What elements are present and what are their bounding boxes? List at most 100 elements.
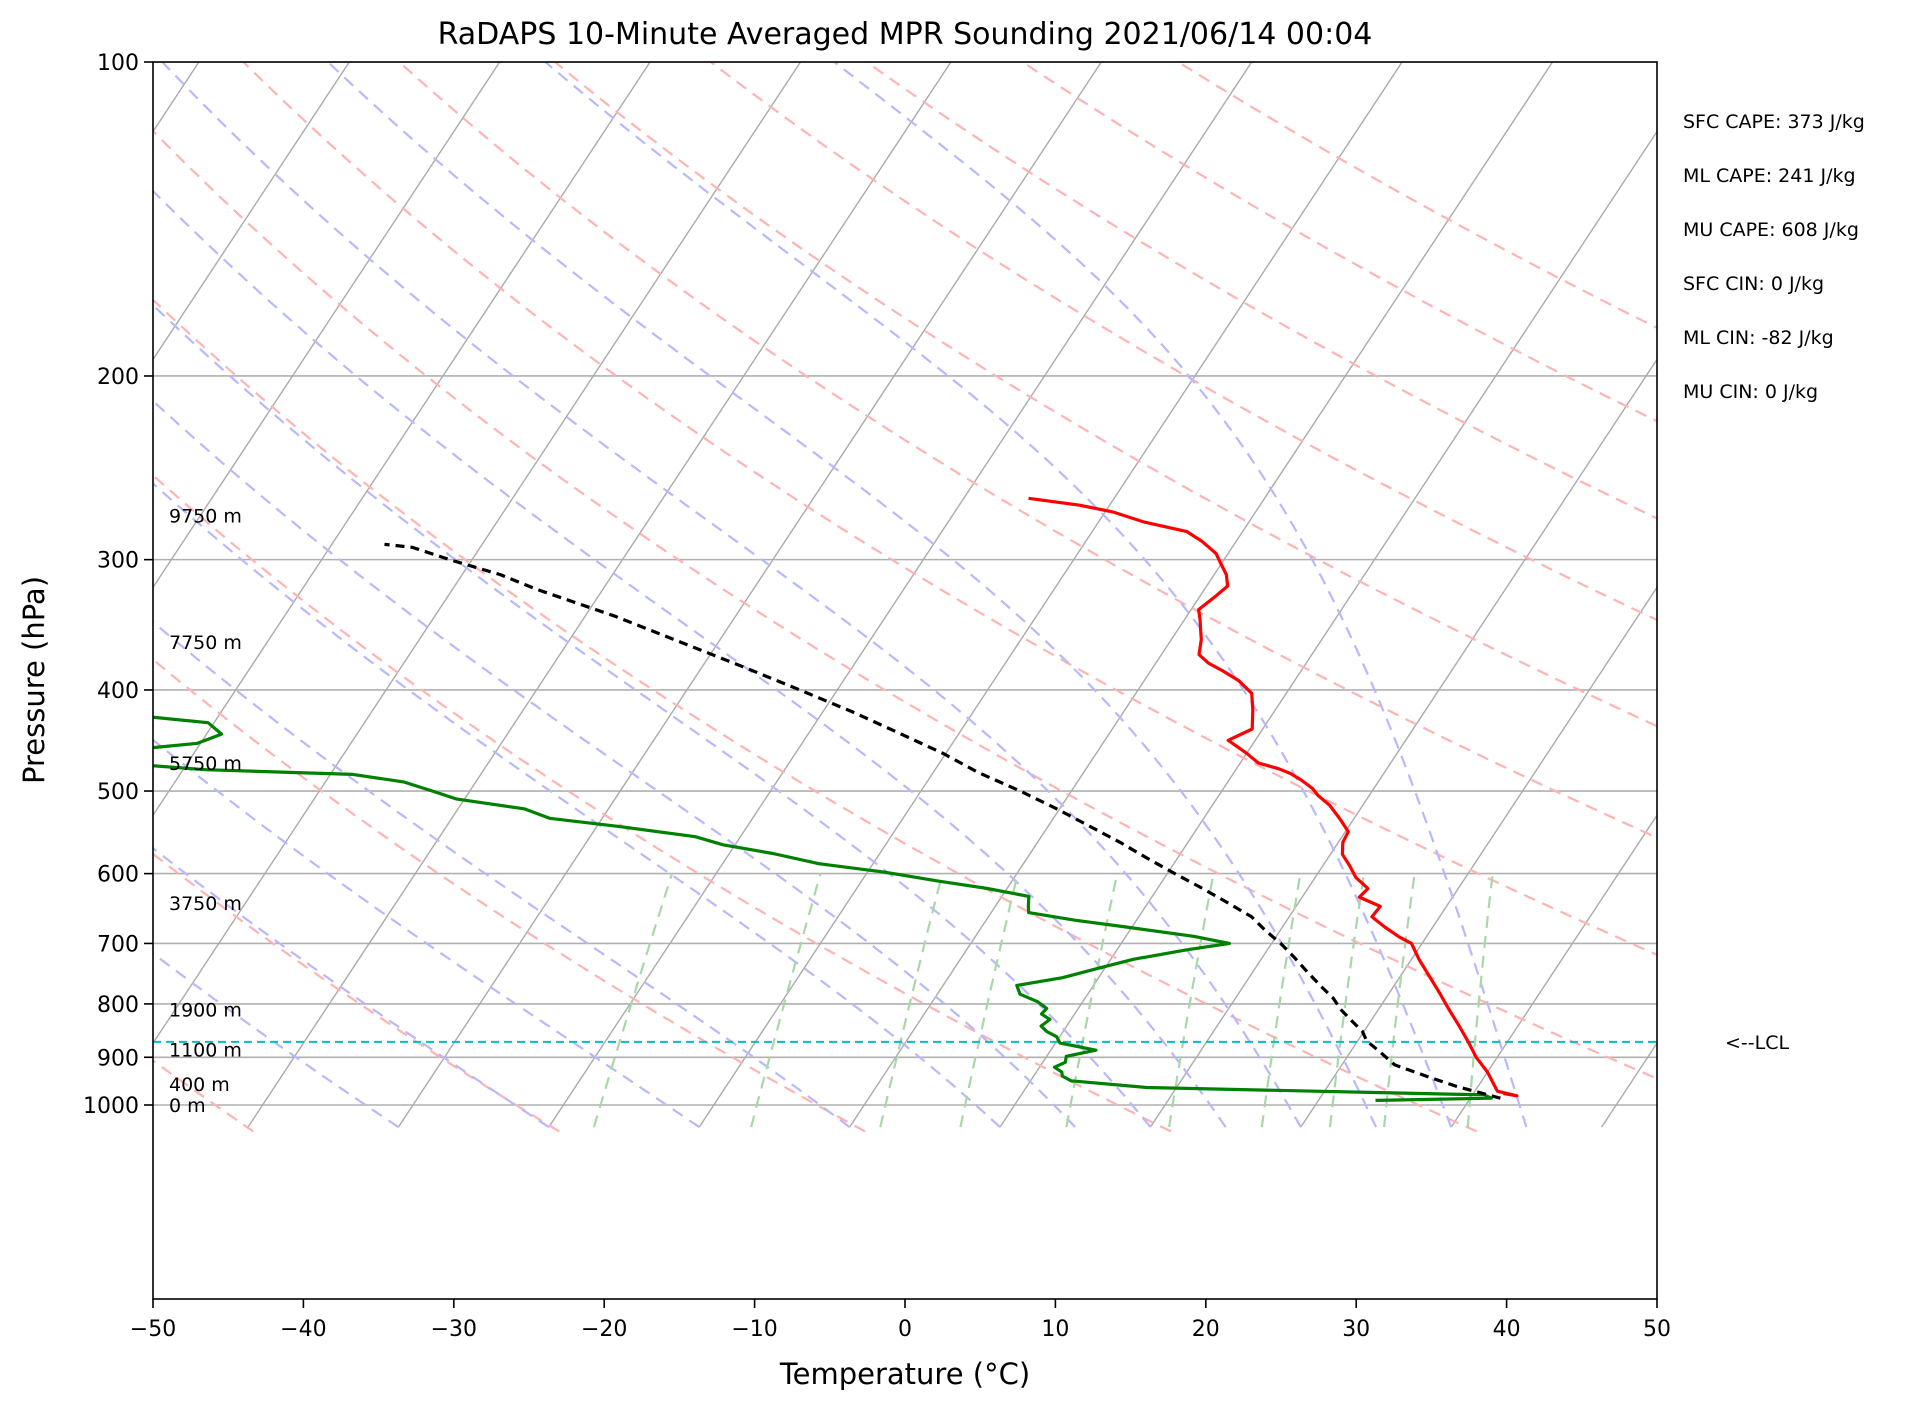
- dry-adiabat-line: [153, 474, 1172, 1133]
- stat-label: MU CIN: 0 J/kg: [1683, 381, 1818, 403]
- x-tick-label: −50: [130, 1317, 176, 1342]
- y-tick-label: 200: [97, 365, 139, 390]
- y-tick-label: 1000: [83, 1094, 139, 1119]
- stat-label: ML CAPE: 241 J/kg: [1683, 165, 1856, 187]
- isotherm-line: [153, 62, 501, 589]
- dewpoint-profile: [153, 715, 1493, 1102]
- chart-title: RaDAPS 10-Minute Averaged MPR Sounding 2…: [438, 17, 1373, 52]
- moist-adiabat-line: [153, 482, 1001, 1128]
- moist-adiabat-line: [153, 952, 400, 1129]
- y-tick-label: 700: [97, 932, 139, 957]
- dry-adiabat-line: [153, 852, 560, 1133]
- x-tick-label: −10: [731, 1317, 777, 1342]
- mixing-ratio-lines: [592, 873, 1494, 1128]
- y-axis-title: Pressure (hPa): [17, 576, 51, 784]
- plot-area: [153, 62, 1911, 1133]
- dry-adiabat-line: [153, 129, 1657, 1080]
- mixing-ratio-line: [1065, 873, 1119, 1128]
- temperature-profile: [1028, 496, 1519, 1098]
- dry-adiabat-line: [397, 62, 1657, 839]
- x-tick-label: 50: [1643, 1317, 1671, 1342]
- mixing-ratio-line: [1328, 873, 1366, 1128]
- mixing-ratio-line: [1260, 873, 1302, 1128]
- y-tick-label: 400: [97, 679, 139, 704]
- isotherm-line: [1902, 62, 1911, 1127]
- height-label: 1100 m: [169, 1040, 242, 1062]
- mixing-ratio-line: [1383, 873, 1416, 1128]
- stat-label: ML CIN: -82 J/kg: [1683, 327, 1834, 349]
- y-tick-label: 500: [97, 780, 139, 805]
- height-label: 7750 m: [169, 632, 242, 654]
- moist-adiabat-line: [153, 399, 1077, 1128]
- stat-label: SFC CIN: 0 J/kg: [1683, 273, 1824, 295]
- moist-adiabat-lines: [153, 62, 1528, 1129]
- y-axis-ticks: 1000 900 800 700 600 500 400 300 200 100: [83, 51, 153, 1119]
- y-tick-label: 300: [97, 549, 139, 574]
- dry-adiabat-line: [153, 298, 1478, 1133]
- height-label: 0 m: [169, 1095, 206, 1117]
- moist-adiabat-line: [153, 738, 700, 1129]
- mixing-ratio-line: [1466, 873, 1494, 1128]
- dry-adiabat-line: [1020, 62, 1657, 423]
- mixing-ratio-line: [750, 873, 822, 1128]
- mixing-ratio-line: [879, 873, 944, 1128]
- moist-adiabat-line: [153, 846, 550, 1129]
- dry-adiabat-line: [241, 62, 1657, 957]
- dry-adiabat-line: [709, 62, 1657, 622]
- moist-adiabat-line: [153, 620, 851, 1128]
- parcel-profile: [384, 542, 1501, 1100]
- isotherm-line: [247, 62, 952, 1128]
- x-axis-ticks: −50 −40 −30 −20 −10 0 10 20 30 40 50: [130, 1299, 1671, 1342]
- sounding-profiles: [153, 496, 1519, 1102]
- y-tick-label: 900: [97, 1046, 139, 1071]
- moist-adiabat-line: [153, 189, 1227, 1128]
- isotherm-line: [153, 62, 802, 1045]
- x-tick-label: 40: [1493, 1317, 1521, 1342]
- y-tick-label: 800: [97, 993, 139, 1018]
- isotherm-line: [153, 62, 651, 817]
- x-tick-label: 0: [898, 1317, 912, 1342]
- isotherm-line: [999, 130, 1657, 1128]
- dry-adiabat-line: [153, 658, 866, 1133]
- x-tick-label: −20: [581, 1317, 627, 1342]
- y-tick-label: 600: [97, 863, 139, 888]
- isotherm-line: [1300, 586, 1657, 1128]
- x-tick-label: 10: [1041, 1317, 1069, 1342]
- stat-label: SFC CAPE: 373 J/kg: [1683, 111, 1865, 133]
- moist-adiabat-line: [833, 62, 1528, 1128]
- x-axis-title: Temperature (°C): [779, 1357, 1030, 1391]
- x-tick-label: 30: [1342, 1317, 1370, 1342]
- stability-indices: SFC CAPE: 373 J/kg ML CAPE: 241 J/kg MU CA…: [1683, 111, 1865, 403]
- isotherm-line: [397, 62, 1102, 1128]
- height-label: 400 m: [169, 1074, 230, 1096]
- mixing-ratio-line: [592, 873, 674, 1128]
- height-label: 3750 m: [169, 893, 242, 915]
- pressure-gridlines: [153, 62, 1657, 1106]
- dry-adiabat-line: [553, 62, 1657, 728]
- dry-adiabat-lines: [153, 62, 1657, 1133]
- moist-adiabat-line: [327, 62, 1378, 1128]
- x-tick-label: −30: [431, 1317, 477, 1342]
- isotherm-line: [153, 62, 350, 361]
- height-label: 5750 m: [169, 753, 242, 775]
- lcl-label: <--LCL: [1725, 1032, 1789, 1054]
- moist-adiabat-line: [161, 62, 1302, 1128]
- y-tick-label: 100: [97, 51, 139, 76]
- isotherm-line: [548, 62, 1253, 1128]
- moist-adiabat-line: [544, 62, 1453, 1128]
- mixing-ratio-line: [1168, 873, 1215, 1128]
- mixing-ratio-line: [959, 873, 1019, 1128]
- x-tick-label: 20: [1192, 1317, 1220, 1342]
- height-label: 9750 m: [169, 505, 242, 527]
- isotherm-line: [849, 62, 1554, 1128]
- moist-adiabat-line: [153, 303, 1152, 1128]
- x-tick-label: −40: [280, 1317, 326, 1342]
- height-label: 1900 m: [169, 1000, 242, 1022]
- dry-adiabat-line: [1176, 62, 1657, 330]
- isotherm-line: [1450, 813, 1657, 1128]
- stat-label: MU CAPE: 608 J/kg: [1683, 219, 1859, 241]
- isotherm-lines: [153, 62, 1911, 1128]
- isotherm-line: [1149, 358, 1657, 1128]
